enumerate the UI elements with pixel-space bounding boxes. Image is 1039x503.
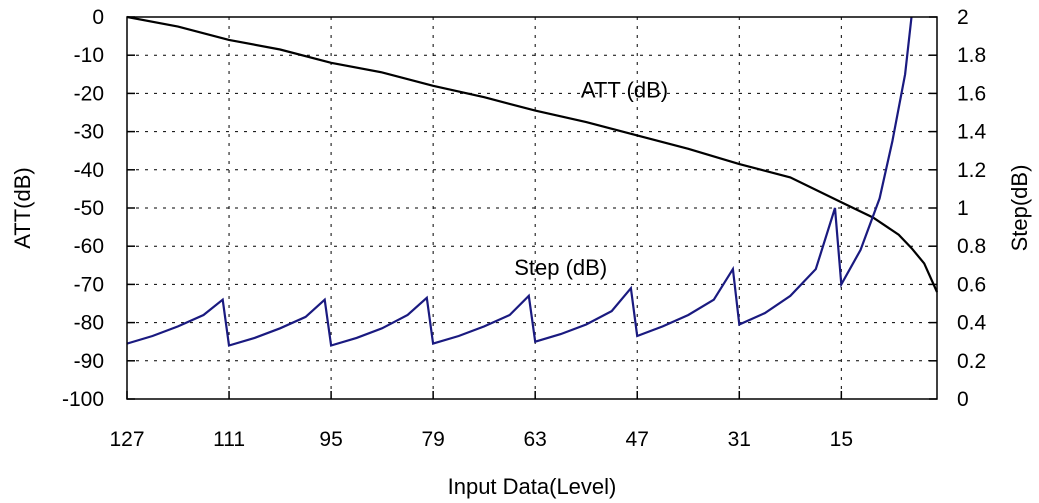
left-y-tick-label: -70 [74,273,104,296]
att-db-series-line [126,15,939,293]
series-layer [126,15,939,347]
right-y-tick-label: 1.4 [957,121,987,144]
right-y-tick-label: 0 [957,388,969,411]
left-y-tick-label: -20 [74,82,104,105]
left-y-tick-label: -10 [74,44,104,67]
grid-layer [127,17,937,399]
label-layer: 127 111 95 79 63 47 31 15 0 2 -10 1.8 -20 1.6 -30 1.4 -4… [62,6,987,451]
x-tick-label: 15 [830,428,853,451]
x-axis-title: Input Data(Level) [448,474,617,499]
x-tick-label: 63 [524,428,547,451]
right-y-tick-label: 1.8 [957,44,986,67]
left-y-tick-label: -50 [74,197,104,220]
left-y-tick-label: -100 [62,388,104,411]
right-y-axis-title: Step(dB) [1007,165,1032,252]
right-y-tick-label: 0.8 [957,235,986,258]
left-y-tick-label: -40 [74,159,104,182]
tick-layer [126,16,937,400]
right-y-tick-label: 1 [957,197,969,220]
x-tick-label: 95 [319,428,342,451]
x-tick-label: 47 [626,428,649,451]
left-y-tick-label: -90 [74,350,104,373]
x-tick-label: 79 [421,428,444,451]
step-db-series-line [127,17,913,347]
left-y-tick-label: -30 [74,121,104,144]
x-tick-label: 31 [728,428,751,451]
x-tick-label: 127 [109,428,144,451]
att-series-annotation: ATT (dB) [581,78,668,103]
left-y-tick-label: -80 [74,312,104,335]
left-y-tick-label: 0 [92,6,104,29]
right-y-tick-label: 0.6 [957,273,986,296]
right-y-tick-label: 1.2 [957,159,986,182]
right-y-tick-label: 1.6 [957,82,986,105]
step-series-annotation: Step (dB) [514,255,607,280]
left-y-axis-title: ATT(dB) [10,167,35,248]
left-y-tick-label: -60 [74,235,104,258]
x-tick-label: 111 [213,428,245,451]
right-y-tick-label: 2 [957,6,969,29]
right-y-tick-label: 0.2 [957,350,986,373]
right-y-tick-label: 0.4 [957,312,987,335]
